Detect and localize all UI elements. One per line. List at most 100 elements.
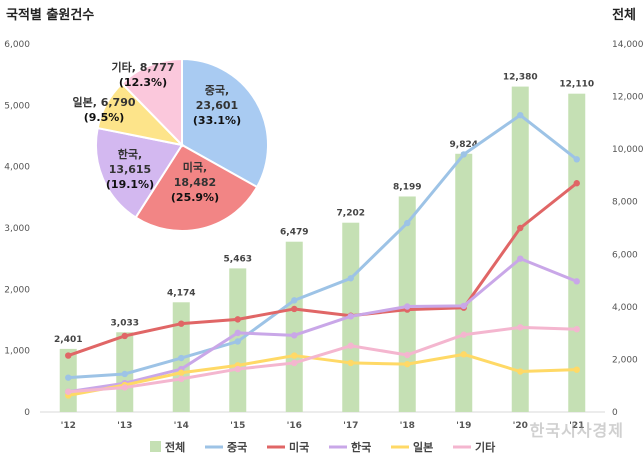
series-point-일본	[404, 360, 411, 368]
x-tick-label: '15	[230, 421, 245, 431]
pie-slice-미국	[134, 143, 259, 232]
pie-label-percent: (9.5%)	[84, 111, 125, 124]
x-tick-label: '18	[400, 421, 415, 431]
left-axis-tick-label: 6,000	[4, 40, 30, 50]
x-tick-label: '19	[456, 421, 471, 431]
right-axis-tick-label: 0	[612, 408, 618, 418]
bar-total	[455, 153, 473, 412]
bar-total	[568, 93, 586, 413]
series-line-미국	[67, 182, 578, 357]
series-point-일본	[347, 359, 354, 367]
pie-label-percent: (12.3%)	[119, 76, 167, 89]
pie-slice-중국	[181, 57, 269, 189]
pie-label-value: 13,615	[109, 163, 151, 176]
pie-label-value: 23,601	[196, 99, 238, 112]
series-point-기타	[460, 331, 467, 338]
series-point-일본	[178, 369, 185, 376]
series-line-한국	[68, 257, 578, 394]
series-point-중국	[291, 297, 298, 304]
x-tick-label: '16	[287, 421, 302, 431]
pie-label-percent: (33.1%)	[193, 114, 241, 127]
bar-value-label: 3,033	[111, 318, 139, 328]
series-point-미국	[291, 305, 298, 313]
series-point-일본	[291, 352, 298, 359]
series-line-중국	[68, 113, 578, 380]
series-point-중국	[178, 354, 185, 362]
pie-label-percent: (19.1%)	[106, 178, 154, 191]
bar-total	[511, 86, 529, 412]
series-point-한국	[573, 278, 580, 285]
left-axis-tick-label: 5,000	[4, 101, 30, 111]
series-point-기타	[347, 342, 354, 349]
bar-value-label: 5,463	[224, 254, 252, 264]
x-tick-label: '21	[569, 421, 584, 431]
legend-label-미국: 미국	[289, 440, 309, 454]
legend-label-기타: 기타	[475, 440, 496, 454]
series-point-기타	[517, 324, 524, 331]
bar-value-label: 4,174	[167, 288, 195, 298]
legend-label-일본: 일본	[413, 440, 433, 454]
series-point-기타	[234, 365, 241, 373]
right-axis-tick-label: 14,000	[612, 40, 644, 50]
series-point-기타	[65, 388, 72, 395]
bar-value-label: 8,199	[393, 182, 421, 192]
pie-slice-기타	[120, 57, 183, 148]
chart-title-left: 국적별 출원건수	[6, 8, 95, 23]
series-point-한국	[347, 313, 354, 320]
series-point-중국	[65, 374, 72, 381]
series-point-한국	[234, 329, 241, 337]
bar-value-label: 7,202	[337, 209, 365, 219]
pie-label-name: 한국,	[118, 147, 142, 161]
series-point-중국	[121, 370, 128, 378]
x-tick-label: '20	[513, 421, 528, 431]
x-tick-label: '17	[343, 421, 358, 431]
right-axis-tick-label: 8,000	[612, 198, 638, 208]
bar-total	[285, 241, 303, 412]
series-point-미국	[178, 320, 185, 327]
series-point-일본	[460, 351, 467, 358]
series-point-기타	[404, 351, 411, 359]
left-axis-tick-label: 0	[24, 408, 30, 418]
x-tick-label: '14	[174, 421, 189, 431]
pie-label-name-value: 일본, 6,790	[72, 95, 135, 109]
right-axis-tick-label: 4,000	[612, 303, 638, 313]
bar-value-label: 2,401	[54, 335, 82, 345]
series-point-한국	[517, 255, 524, 262]
series-point-미국	[517, 224, 524, 232]
left-axis-tick-label: 2,000	[4, 285, 30, 295]
series-point-기타	[121, 384, 128, 391]
series-point-중국	[404, 219, 411, 227]
series-point-한국	[404, 303, 411, 310]
bar-value-label: 6,479	[280, 228, 308, 238]
series-point-기타	[573, 326, 580, 333]
bar-value-label: 12,110	[559, 80, 594, 90]
pie-label-name: 미국,	[183, 160, 207, 174]
right-axis-tick-label: 12,000	[612, 93, 644, 103]
pie-label-name-value: 기타, 8,777	[111, 60, 174, 74]
legend-label-중국: 중국	[227, 441, 247, 454]
series-line-일본	[67, 352, 577, 397]
series-point-기타	[291, 359, 298, 367]
series-point-중국	[347, 275, 354, 282]
series-point-중국	[460, 151, 467, 158]
series-point-기타	[178, 375, 185, 383]
series-point-일본	[573, 366, 580, 373]
series-point-중국	[517, 111, 524, 119]
series-point-중국	[234, 338, 241, 345]
series-point-미국	[573, 180, 580, 187]
chart-title-right: 전체	[612, 8, 636, 23]
bar-value-label: 12,380	[503, 73, 538, 83]
series-line-기타	[68, 325, 577, 394]
legend-label-한국: 한국	[351, 440, 371, 454]
bar-value-label: 9,824	[450, 140, 478, 150]
pie-slice-한국	[95, 126, 184, 219]
left-axis-tick-label: 3,000	[4, 224, 30, 234]
pie-label-value: 18,482	[174, 176, 216, 189]
series-point-미국	[234, 316, 241, 323]
legend-swatch-전체	[150, 441, 161, 452]
series-point-중국	[573, 156, 580, 163]
x-tick-label: '12	[61, 421, 76, 431]
left-axis-tick-label: 4,000	[4, 163, 30, 173]
right-axis-tick-label: 2,000	[612, 355, 638, 365]
